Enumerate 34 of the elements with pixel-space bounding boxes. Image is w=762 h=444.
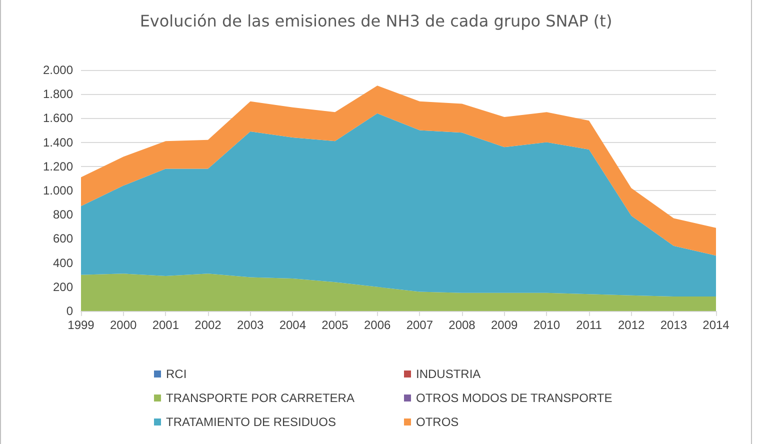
x-tick-label: 2007 (406, 318, 434, 332)
x-tick-label: 2010 (533, 318, 560, 332)
x-tick-label: 2004 (279, 318, 306, 332)
x-tick-label: 2006 (364, 318, 392, 332)
y-tick-label: 1.000 (42, 184, 74, 198)
y-tick-label: 1.200 (42, 159, 74, 174)
x-tick-label: 2001 (152, 318, 180, 332)
legend-label: RCI (166, 367, 187, 381)
y-tick-label: 1.400 (42, 135, 74, 150)
x-tick-label: 2014 (702, 318, 730, 332)
legend-label: OTROS MODOS DE TRANSPORTE (416, 391, 612, 405)
x-tick-label: 2005 (322, 318, 349, 332)
y-tick-label: 1.600 (42, 111, 74, 126)
x-tick-label: 2011 (576, 318, 602, 332)
x-tick-label: 2002 (194, 318, 222, 332)
x-tick-label: 2012 (618, 318, 646, 332)
y-tick-label: 400 (52, 256, 74, 270)
legend-label: OTROS (416, 415, 459, 429)
legend-label: INDUSTRIA (416, 367, 481, 381)
y-tick-label: 1.800 (42, 87, 74, 102)
y-tick-label: 600 (52, 232, 74, 246)
x-tick-label: 2003 (236, 318, 264, 332)
y-tick-label: 0 (66, 304, 74, 318)
x-tick-label: 1999 (68, 318, 95, 332)
chart-title: Evolución de las emisiones de NH3 de cada grupo SNAP (t) (140, 12, 612, 30)
y-tick-label: 2.000 (42, 63, 74, 77)
x-tick-label: 2013 (660, 318, 688, 332)
x-tick-label: 2008 (448, 318, 476, 332)
legend-label: TRANSPORTE POR CARRETERA (166, 391, 354, 405)
y-tick-label: 800 (52, 208, 74, 222)
y-tick-label: 200 (52, 280, 74, 294)
legend-label: TRATAMIENTO DE RESIDUOS (166, 415, 336, 429)
x-tick-label: 2000 (110, 318, 138, 332)
x-tick-label: 2009 (490, 318, 518, 332)
